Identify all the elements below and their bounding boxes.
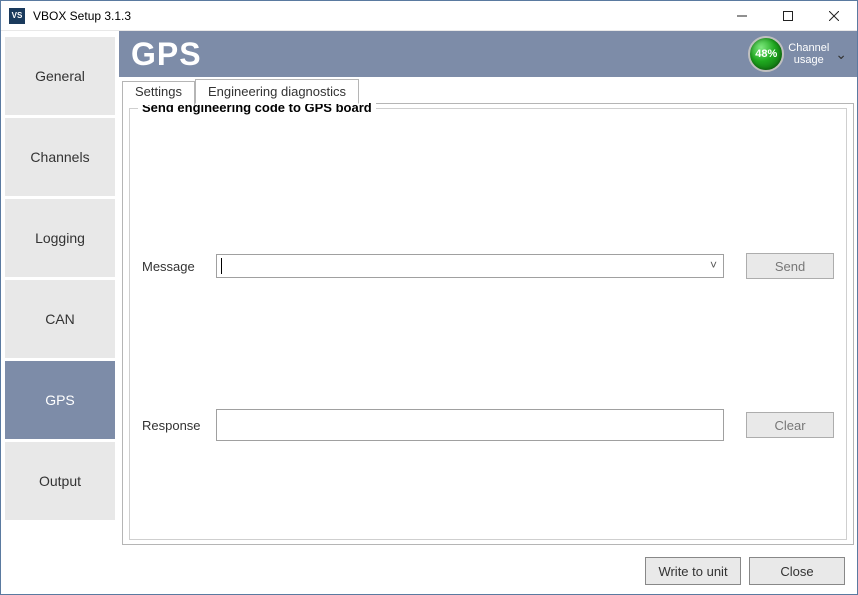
sidebar-item-general[interactable]: General <box>5 37 115 115</box>
close-icon <box>829 11 839 21</box>
sidebar-item-logging[interactable]: Logging <box>5 199 115 277</box>
maximize-button[interactable] <box>765 1 811 31</box>
minimize-button[interactable] <box>719 1 765 31</box>
sidebar-item-label: GPS <box>45 392 75 408</box>
sidebar-item-label: CAN <box>45 311 75 327</box>
response-textbox[interactable] <box>216 409 724 441</box>
message-label: Message <box>142 259 204 274</box>
sidebar-item-label: Logging <box>35 230 85 246</box>
sidebar-item-gps[interactable]: GPS <box>5 361 115 439</box>
gauge-icon: 48% <box>748 36 784 72</box>
channel-usage-widget[interactable]: 48% Channelusage ⌄ <box>748 36 847 72</box>
write-to-unit-button[interactable]: Write to unit <box>645 557 741 585</box>
fieldset-send-code: Send engineering code to GPS board Messa… <box>129 108 847 540</box>
sidebar: General Channels Logging CAN GPS Output <box>1 31 119 548</box>
text-cursor <box>221 258 222 274</box>
sidebar-item-channels[interactable]: Channels <box>5 118 115 196</box>
app-icon: VS <box>9 8 25 24</box>
tab-settings[interactable]: Settings <box>122 81 195 105</box>
minimize-icon <box>737 11 747 21</box>
title-bar: VS VBOX Setup 3.1.3 <box>1 1 857 31</box>
sidebar-item-output[interactable]: Output <box>5 442 115 520</box>
close-button[interactable]: Close <box>749 557 845 585</box>
sidebar-item-label: Output <box>39 473 81 489</box>
footer: Write to unit Close <box>1 548 857 594</box>
sidebar-item-label: Channels <box>30 149 89 165</box>
message-combobox[interactable] <box>216 254 724 278</box>
tab-bar: Settings Engineering diagnostics <box>119 79 857 103</box>
sidebar-item-label: General <box>35 68 85 84</box>
maximize-icon <box>783 11 793 21</box>
close-window-button[interactable] <box>811 1 857 31</box>
sidebar-item-can[interactable]: CAN <box>5 280 115 358</box>
page-title: GPS <box>131 36 202 73</box>
send-button[interactable]: Send <box>746 253 834 279</box>
content-header: GPS 48% Channelusage ⌄ <box>119 31 857 77</box>
window-title: VBOX Setup 3.1.3 <box>33 9 131 23</box>
response-label: Response <box>142 418 204 433</box>
clear-button[interactable]: Clear <box>746 412 834 438</box>
chevron-down-icon: ⌄ <box>835 46 847 63</box>
gauge-label: Channelusage <box>788 42 829 66</box>
tab-engineering-diagnostics[interactable]: Engineering diagnostics <box>195 79 359 104</box>
panel: Send engineering code to GPS board Messa… <box>122 103 854 545</box>
